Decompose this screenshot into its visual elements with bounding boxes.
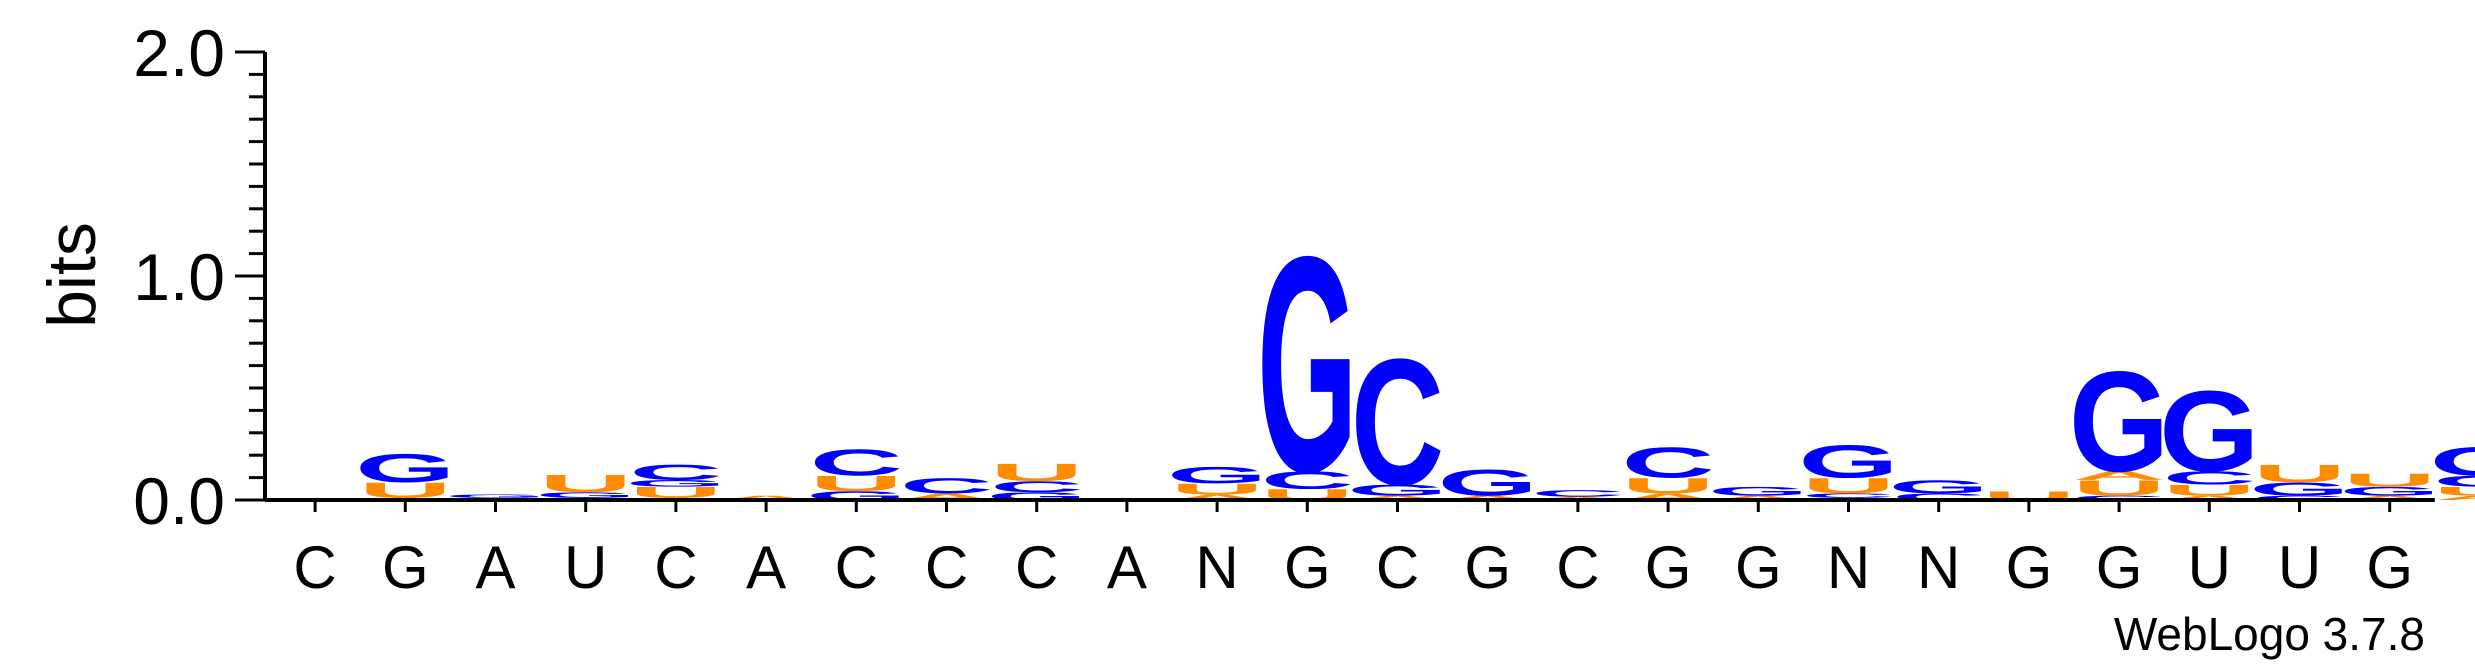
logo-letter: C <box>2253 494 2346 501</box>
y-tick-label: 0.0 <box>133 464 225 538</box>
x-tick-label: G <box>1284 534 1331 601</box>
x-tick-label: A <box>475 534 515 601</box>
logo-letter: A <box>2433 494 2475 501</box>
logo-letter: C <box>2433 473 2475 490</box>
logo-letter: C <box>2163 467 2256 488</box>
logo-letter: A <box>2163 494 2256 501</box>
logo-letter: A <box>1712 494 1805 501</box>
logo-letter: C <box>2072 494 2165 501</box>
logo-letter: U <box>1170 480 1263 497</box>
logo-letter: G <box>445 494 546 499</box>
x-tick-label: C <box>835 534 878 601</box>
logo-letter: A <box>900 492 993 502</box>
x-tick-label: C <box>1376 534 1419 601</box>
logo-letter: G <box>1167 462 1268 488</box>
x-tick-label: C <box>293 534 336 601</box>
logo-letter: C <box>1621 439 1714 487</box>
x-tick-label: G <box>1645 534 1692 601</box>
logo-letter: G <box>2339 484 2440 498</box>
logo-letter: U <box>629 484 722 501</box>
x-tick-label: A <box>746 534 786 601</box>
logo-letter: C <box>1892 492 1985 502</box>
logo-letter: U <box>990 458 1083 486</box>
x-tick-label: C <box>1015 534 1058 601</box>
logo-letter: G <box>1708 484 1809 498</box>
logo-letter: A <box>1441 494 1534 501</box>
logo-letter: G <box>355 446 456 491</box>
x-tick-label: C <box>654 534 697 601</box>
x-tick-label: G <box>382 534 429 601</box>
x-tick-label: N <box>1917 534 1960 601</box>
logo-letter: C <box>1261 466 1354 494</box>
x-tick-label: A <box>1107 534 1147 601</box>
logo-letter: C <box>1802 492 1895 499</box>
x-tick-label: G <box>2366 534 2413 601</box>
logo-letter: A <box>1621 492 1714 502</box>
y-tick-label: 1.0 <box>133 240 225 314</box>
x-tick-label: U <box>2188 534 2231 601</box>
logo-letter: A <box>1351 494 1444 501</box>
logo-letter: U <box>2253 460 2346 488</box>
logo-letter: U <box>1802 474 1895 498</box>
logo-letter: G <box>1347 481 1448 498</box>
logo-letter: C <box>1351 322 1444 523</box>
y-tick-label: 2.0 <box>133 16 225 90</box>
logo-letter: U <box>2072 476 2165 500</box>
logo-letter: G <box>2249 479 2350 500</box>
logo-letter: C <box>1531 488 1624 498</box>
logo-letter: A <box>719 494 812 501</box>
y-axis-label: bits <box>34 222 110 328</box>
logo-letter: G <box>1437 462 1538 504</box>
logo-letter: C <box>629 460 722 484</box>
logo-letter: U <box>2343 470 2436 491</box>
logo-letter: U <box>539 470 632 498</box>
x-tick-label: G <box>1464 534 1511 601</box>
weblogo-credit: WebLogo 3.7.8 <box>2114 608 2425 660</box>
y-axis: 0.0 1.0 2.0 <box>133 16 267 538</box>
x-tick-label: G <box>1735 534 1782 601</box>
plot-area: AUGAGCGUCUGCAGUCACGCUAUGUCGAGCAGACAUCAGA… <box>355 193 2475 537</box>
logo-letter: A <box>1170 493 1263 502</box>
logo-letter: G <box>1798 435 1899 487</box>
x-tick-label: U <box>2278 534 2321 601</box>
logo-letter: G <box>2430 439 2475 484</box>
logo-letter: C <box>900 474 993 498</box>
x-tick-label: N <box>1195 534 1238 601</box>
logo-letter: C <box>990 478 1083 495</box>
logo-letter: G <box>1888 476 1989 497</box>
x-tick-label: N <box>1827 534 1870 601</box>
logo-letter: G <box>626 478 727 488</box>
logo-letter: G <box>2159 366 2260 495</box>
logo-letter: G <box>2069 342 2170 502</box>
logo-letter: U <box>810 471 903 495</box>
x-tick-label: C <box>925 534 968 601</box>
x-tick-label: C <box>1556 534 1599 601</box>
logo-letter: G <box>535 491 636 500</box>
logo-letter: U <box>2433 484 2475 498</box>
x-tick-label: U <box>564 534 607 601</box>
logo-letter: U <box>2163 481 2256 498</box>
logo-letter: C <box>810 442 903 484</box>
logo-letter: U <box>1621 474 1714 498</box>
x-tick-label: G <box>2096 534 2143 601</box>
x-tick-label: G <box>2006 534 2053 601</box>
logo-letter: A <box>2343 494 2436 501</box>
logo-letter: A <box>2072 469 2165 483</box>
logo-letter: G <box>1257 193 1358 537</box>
